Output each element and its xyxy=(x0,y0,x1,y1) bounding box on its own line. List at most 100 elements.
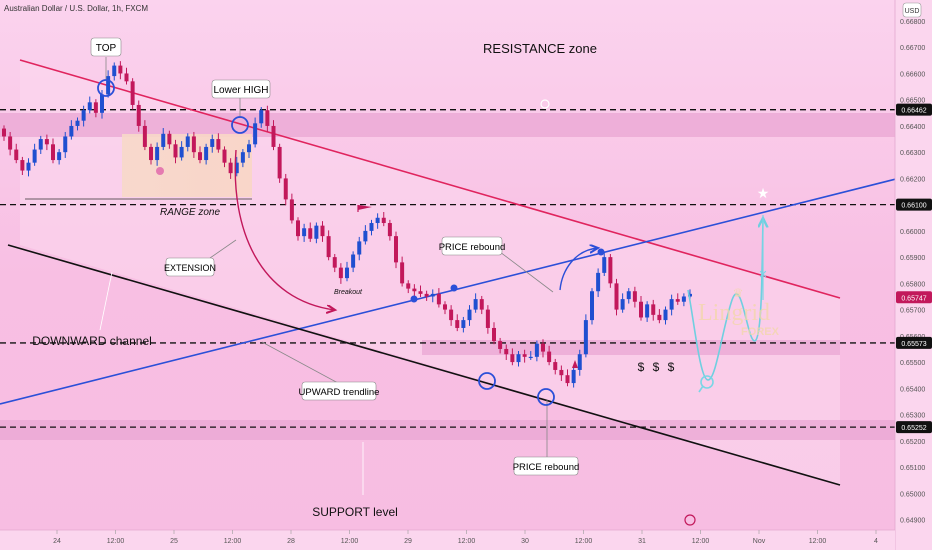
candle-body[interactable] xyxy=(332,257,337,268)
candle-body[interactable] xyxy=(498,341,503,349)
candle-body[interactable] xyxy=(504,348,509,355)
price-axis-panel[interactable] xyxy=(895,0,932,550)
candle-body[interactable] xyxy=(149,146,153,161)
candle-body[interactable] xyxy=(320,225,325,237)
candle-body[interactable] xyxy=(663,309,668,321)
candle-body[interactable] xyxy=(479,299,484,310)
candle-body[interactable] xyxy=(626,291,631,300)
candle-body[interactable] xyxy=(443,304,447,310)
candle-body[interactable] xyxy=(375,217,380,224)
candle-body[interactable] xyxy=(2,128,6,137)
candle-body[interactable] xyxy=(430,293,435,297)
downtrend-line[interactable] xyxy=(19,59,841,299)
info-icon[interactable] xyxy=(540,99,550,109)
candle-body[interactable] xyxy=(528,356,533,359)
candle-body[interactable] xyxy=(553,362,558,370)
candle-body[interactable] xyxy=(455,320,460,328)
candle-body[interactable] xyxy=(583,320,588,355)
candle-body[interactable] xyxy=(338,267,343,279)
candle-body[interactable] xyxy=(412,288,417,292)
candle-body[interactable] xyxy=(14,149,19,161)
candle-body[interactable] xyxy=(247,144,251,153)
candle-body[interactable] xyxy=(210,139,215,147)
candle-body[interactable] xyxy=(20,160,25,171)
candle-body[interactable] xyxy=(308,228,313,239)
candle-body[interactable] xyxy=(222,149,227,163)
candle-body[interactable] xyxy=(669,299,674,310)
candle-body[interactable] xyxy=(534,343,539,357)
candle-body[interactable] xyxy=(100,94,104,113)
candle-body[interactable] xyxy=(118,65,123,74)
candle-body[interactable] xyxy=(191,136,196,153)
candle-body[interactable] xyxy=(283,178,288,200)
candle-body[interactable] xyxy=(265,110,270,126)
support-channel-line[interactable] xyxy=(7,244,841,486)
candle-body[interactable] xyxy=(136,104,141,126)
candle-body[interactable] xyxy=(461,320,466,328)
candle-body[interactable] xyxy=(185,136,190,147)
candle-body[interactable] xyxy=(657,314,662,321)
candle-body[interactable] xyxy=(688,293,692,297)
candle-body[interactable] xyxy=(26,162,31,171)
time-axis-panel[interactable] xyxy=(0,530,895,550)
candle-body[interactable] xyxy=(651,304,656,315)
candle-body[interactable] xyxy=(369,223,374,231)
candle-body[interactable] xyxy=(271,125,276,147)
candle-body[interactable] xyxy=(449,309,454,321)
candle-body[interactable] xyxy=(155,146,160,161)
candle-body[interactable] xyxy=(314,225,319,239)
candle-body[interactable] xyxy=(608,257,613,284)
candle-body[interactable] xyxy=(296,220,300,237)
candle-body[interactable] xyxy=(44,139,49,145)
candle-body[interactable] xyxy=(565,375,570,384)
candle-body[interactable] xyxy=(596,272,601,292)
candle-body[interactable] xyxy=(602,257,607,273)
candle-body[interactable] xyxy=(173,144,178,158)
candle-body[interactable] xyxy=(675,299,680,302)
candle-body[interactable] xyxy=(381,217,386,224)
candle-body[interactable] xyxy=(590,291,594,321)
candle-body[interactable] xyxy=(277,146,282,179)
candle-body[interactable] xyxy=(522,354,527,357)
candle-body[interactable] xyxy=(240,152,245,163)
candle-body[interactable] xyxy=(387,223,392,237)
candle-body[interactable] xyxy=(38,139,43,150)
candle-body[interactable] xyxy=(418,291,423,294)
candle-body[interactable] xyxy=(614,283,619,310)
candle-body[interactable] xyxy=(541,343,545,352)
candle-body[interactable] xyxy=(259,110,264,124)
candle-body[interactable] xyxy=(289,199,294,221)
candle-body[interactable] xyxy=(75,120,80,126)
candle-body[interactable] xyxy=(253,123,258,145)
candle-body[interactable] xyxy=(406,283,411,289)
candle-body[interactable] xyxy=(234,162,239,174)
candle-body[interactable] xyxy=(363,230,368,242)
candle-body[interactable] xyxy=(112,65,117,77)
candle-body[interactable] xyxy=(510,354,515,363)
candle-body[interactable] xyxy=(485,309,490,328)
candle-body[interactable] xyxy=(124,73,129,82)
candle-body[interactable] xyxy=(57,152,62,161)
candle-body[interactable] xyxy=(639,301,643,318)
candle-body[interactable] xyxy=(130,81,135,105)
candle-body[interactable] xyxy=(516,354,521,363)
candle-body[interactable] xyxy=(394,236,398,263)
candle-body[interactable] xyxy=(645,304,650,318)
candle-body[interactable] xyxy=(351,254,356,268)
candle-body[interactable] xyxy=(142,125,147,147)
candle-body[interactable] xyxy=(161,133,166,147)
candle-body[interactable] xyxy=(106,76,111,95)
candle-body[interactable] xyxy=(228,162,233,174)
candle-body[interactable] xyxy=(179,146,184,158)
candle-body[interactable] xyxy=(198,152,202,161)
candle-body[interactable] xyxy=(436,293,441,305)
candle-body[interactable] xyxy=(424,293,429,297)
candle-body[interactable] xyxy=(69,125,74,137)
candle-body[interactable] xyxy=(204,146,209,161)
candle-body[interactable] xyxy=(326,236,331,258)
uptrend-line[interactable] xyxy=(0,177,901,405)
candle-body[interactable] xyxy=(32,149,37,163)
candle-body[interactable] xyxy=(620,299,625,310)
candle-body[interactable] xyxy=(547,351,552,363)
